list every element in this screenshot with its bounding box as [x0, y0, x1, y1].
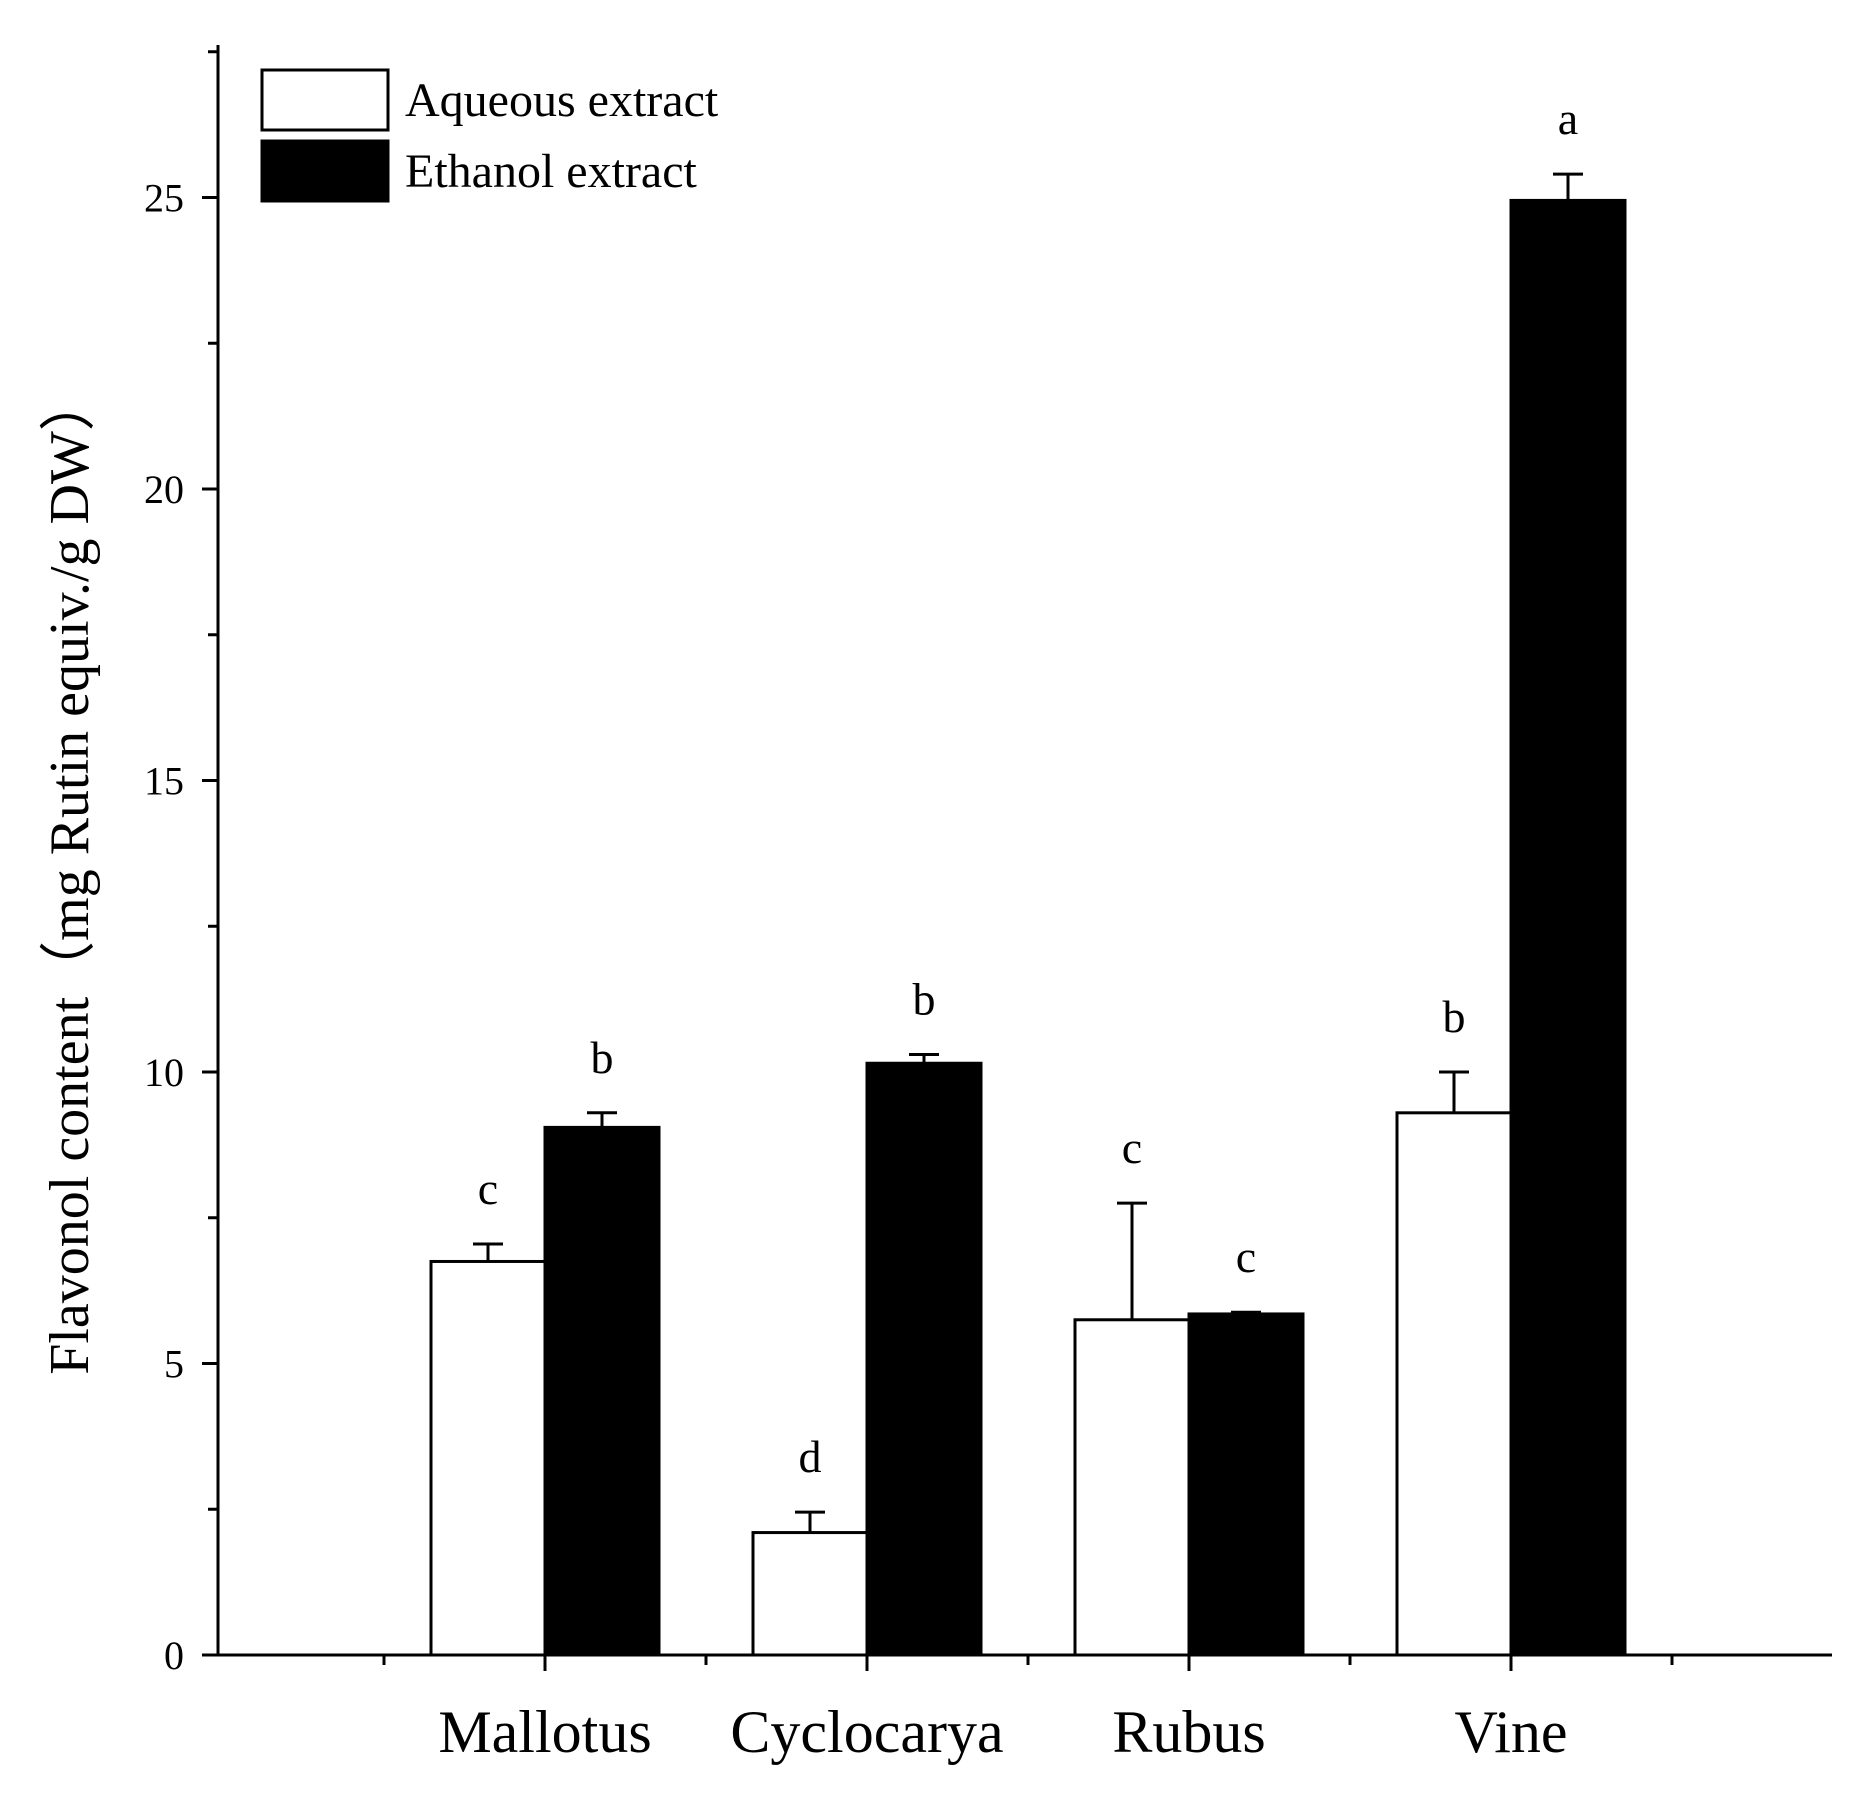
y-tick-label: 5 [164, 1342, 184, 1387]
y-tick-label: 0 [164, 1633, 184, 1678]
bar-ethanol-extract-vine [1509, 198, 1627, 1657]
bar-aqueous-extract-cyclocarya [751, 1531, 869, 1657]
bar-letter-labels: c d c b b b c a [478, 93, 1578, 1482]
bar-ethanol-extract-mallotus [543, 1125, 661, 1657]
bar-ethanol-extract-rubus [1187, 1312, 1305, 1657]
y-tick-label: 25 [144, 176, 184, 221]
bar-aqueous-extract-vine [1395, 1111, 1513, 1657]
y-tick-label: 20 [144, 467, 184, 512]
significance-letter: a [1558, 93, 1578, 144]
significance-letter: d [799, 1431, 822, 1482]
bar-aqueous-extract-rubus [1073, 1318, 1191, 1657]
x-tick-label-cyclocarya: Cyclocarya [730, 1699, 1003, 1765]
axes: 0 5 10 15 20 25 Mallotus Cyclocarya Rubus Vine [144, 45, 1832, 1765]
significance-letter: c [478, 1163, 498, 1214]
significance-letter: c [1236, 1231, 1256, 1282]
bar-aqueous-extract-mallotus [429, 1259, 547, 1657]
y-tick-label: 15 [144, 759, 184, 804]
legend-swatch-ethanol-extract [260, 139, 390, 203]
significance-letter: b [1443, 991, 1466, 1042]
legend: Aqueous extract Ethanol extract [260, 68, 719, 203]
legend-swatch-aqueous-extract [260, 68, 390, 132]
legend-label-ethanol-extract: Ethanol extract [405, 145, 698, 198]
bar-ethanol-extract-cyclocarya [865, 1061, 983, 1657]
significance-letter: b [591, 1032, 614, 1083]
legend-label-aqueous-extract: Aqueous extract [405, 74, 719, 127]
y-tick-label: 10 [144, 1050, 184, 1095]
significance-letter: c [1122, 1122, 1142, 1173]
x-tick-label-rubus: Rubus [1112, 1699, 1265, 1765]
x-tick-label-mallotus: Mallotus [438, 1699, 651, 1765]
bars [429, 172, 1627, 1657]
y-axis-label: Flavonol content（mg Rutin equiv./g DW） [39, 375, 101, 1375]
significance-letter: b [913, 974, 936, 1025]
x-tick-label-vine: Vine [1454, 1699, 1567, 1765]
